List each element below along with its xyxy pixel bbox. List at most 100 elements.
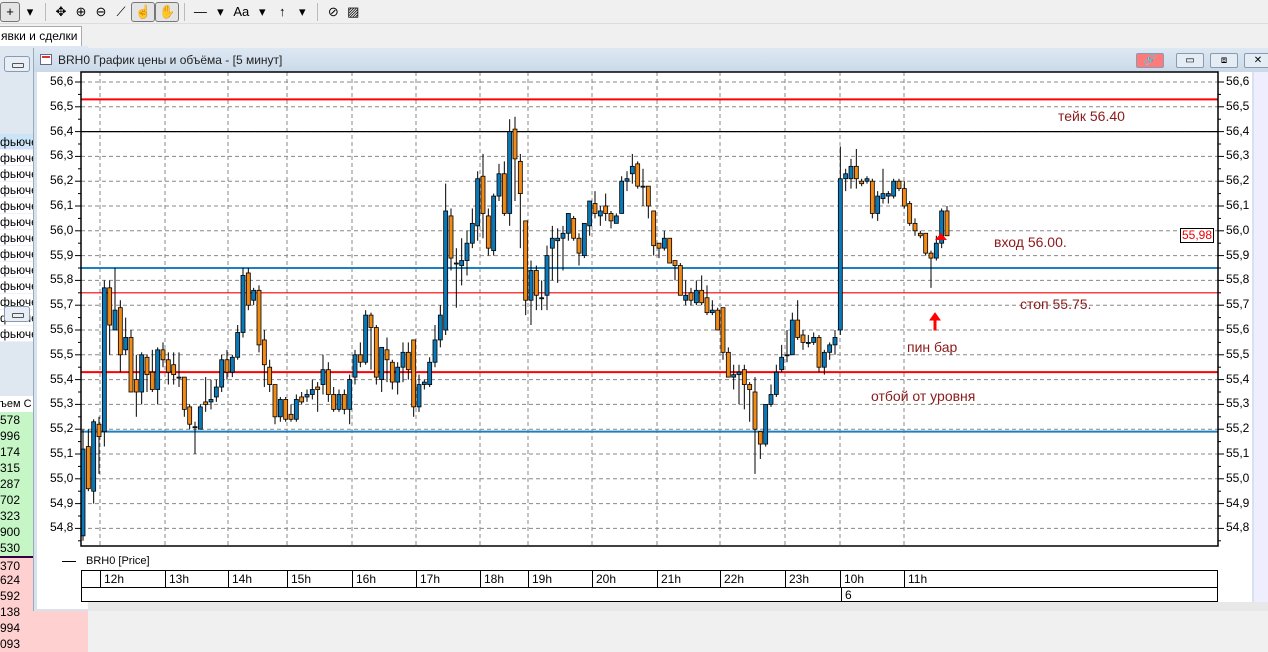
dropdown-arrow-icon[interactable]: ▾	[217, 3, 224, 19]
crosshair-icon[interactable]: +	[0, 1, 20, 22]
price-tick-label-left: 55,1	[50, 446, 74, 460]
candle-body	[885, 193, 891, 197]
move-icon[interactable]: ✥	[55, 3, 67, 19]
ask-row[interactable]: 994	[0, 620, 88, 636]
candle-body	[672, 260, 678, 266]
minimize-window-button[interactable]: ▭	[1176, 53, 1204, 68]
candle-body	[640, 185, 646, 188]
time-label: 12h	[100, 571, 124, 587]
candle-body	[747, 384, 753, 390]
candle-body	[805, 341, 811, 344]
candle-body	[331, 394, 337, 410]
candle-body	[411, 339, 417, 408]
candle-body	[112, 309, 118, 331]
time-label: 11h	[904, 571, 927, 587]
legend-line-icon	[62, 560, 76, 562]
candle-body	[395, 366, 401, 383]
candle-body	[341, 394, 347, 410]
time-label: 23h	[785, 571, 809, 587]
stop-note: стоп 55.75.	[1020, 296, 1092, 312]
chart-titlebar[interactable]: BRH0 График цены и объёма - [5 минут] 🔗 …	[34, 48, 1268, 72]
candle-body	[816, 337, 822, 368]
dropdown-arrow-icon[interactable]: ▾	[299, 3, 306, 19]
candle-body	[837, 178, 843, 331]
time-label: 15h	[287, 571, 311, 587]
candle-body	[555, 237, 561, 242]
candle-body	[629, 165, 635, 175]
chart-title: BRH0 График цены и объёма - [5 минут]	[58, 53, 283, 67]
close-window-button[interactable]: ✕	[1244, 53, 1268, 68]
arrow-up-tool-icon[interactable]: ↑	[279, 4, 286, 19]
candle-body	[213, 386, 219, 398]
candle-body	[683, 294, 689, 301]
restore-window-button[interactable]: ⧈	[1210, 53, 1238, 68]
eraser-icon[interactable]: ▨	[347, 3, 360, 19]
candle-body	[469, 222, 475, 244]
ask-row[interactable]: 093	[0, 636, 88, 652]
minimize-button[interactable]	[4, 306, 30, 322]
candle-body	[715, 309, 721, 331]
price-tick-label-left: 54,8	[50, 520, 74, 535]
price-chart[interactable]	[0, 0, 1268, 611]
price-tick-label-left: 55,3	[50, 396, 74, 411]
candle-body	[208, 399, 214, 403]
zoom-out-icon[interactable]: ⊖	[95, 3, 107, 19]
candle-body	[523, 220, 529, 301]
candle-body	[448, 215, 454, 259]
price-tick-label-right: 56,5	[1226, 98, 1250, 113]
candle-body	[603, 205, 609, 214]
dropdown-arrow-icon[interactable]: ▾	[259, 3, 266, 19]
candle-body	[688, 292, 694, 301]
minimize-button[interactable]	[4, 56, 30, 72]
candle-body	[480, 175, 486, 214]
candle-body	[917, 232, 923, 237]
vertical-scrollbar[interactable]	[1254, 72, 1268, 611]
tab-orders-and-trades[interactable]: явки и сделки	[0, 26, 83, 46]
candle-body	[635, 163, 641, 187]
candle-body	[459, 260, 465, 266]
price-tick-label-left: 55,8	[50, 272, 74, 287]
pointer-hand-icon[interactable]: ☝	[131, 1, 156, 22]
candle-body	[539, 297, 545, 300]
time-label: 13h	[165, 571, 189, 587]
price-tick-label-right: 55,5	[1226, 346, 1250, 361]
time-label: 16h	[352, 571, 376, 587]
candle-body	[853, 165, 859, 180]
candle-body	[309, 389, 315, 395]
candle-body	[251, 289, 257, 301]
candle-body	[880, 193, 886, 199]
link-button[interactable]: 🔗	[1136, 53, 1164, 68]
candle-body	[336, 394, 342, 410]
candle-body	[693, 289, 699, 304]
horizontal-scrollbar[interactable]	[88, 602, 1268, 611]
candle-body	[848, 165, 854, 180]
text-tool-icon[interactable]: Aa	[233, 4, 250, 19]
ruler-icon[interactable]: ⟋	[116, 3, 126, 19]
candle-body	[139, 354, 145, 393]
candle-body	[165, 359, 171, 373]
candle-body	[624, 178, 630, 182]
date-label: 6	[841, 588, 852, 603]
zoom-in-icon[interactable]: ⊕	[75, 3, 87, 19]
price-tick-label-right: 55,6	[1226, 322, 1250, 336]
candle-body	[453, 262, 459, 265]
price-tick-label-left: 55,0	[50, 470, 74, 485]
time-axis: 6 12h 13h 14h 15h 16h 17h 18h 19h 20h 21h 22h 23h 10…	[81, 570, 1218, 603]
price-tick-label-right: 55,4	[1226, 371, 1250, 386]
candle-body	[496, 173, 502, 197]
candle-body	[912, 222, 918, 232]
dropdown-arrow-icon[interactable]: ▾	[26, 3, 34, 19]
candle-body	[939, 210, 945, 244]
up-arrow-icon	[929, 312, 941, 331]
date-row: 6	[82, 587, 1217, 603]
price-tick-label-left: 56,5	[50, 98, 74, 113]
time-label: 20h	[592, 571, 616, 587]
price-tick-label-left: 55,6	[50, 322, 74, 336]
hide-drawings-icon[interactable]: ⊘	[327, 3, 339, 19]
time-label: 17h	[416, 571, 440, 587]
hand-icon[interactable]: ✋	[155, 1, 180, 22]
line-tool-icon[interactable]: —	[193, 4, 207, 19]
candle-body	[928, 252, 934, 259]
candle-body	[267, 366, 273, 385]
price-tick-label-left: 56,0	[50, 222, 74, 237]
